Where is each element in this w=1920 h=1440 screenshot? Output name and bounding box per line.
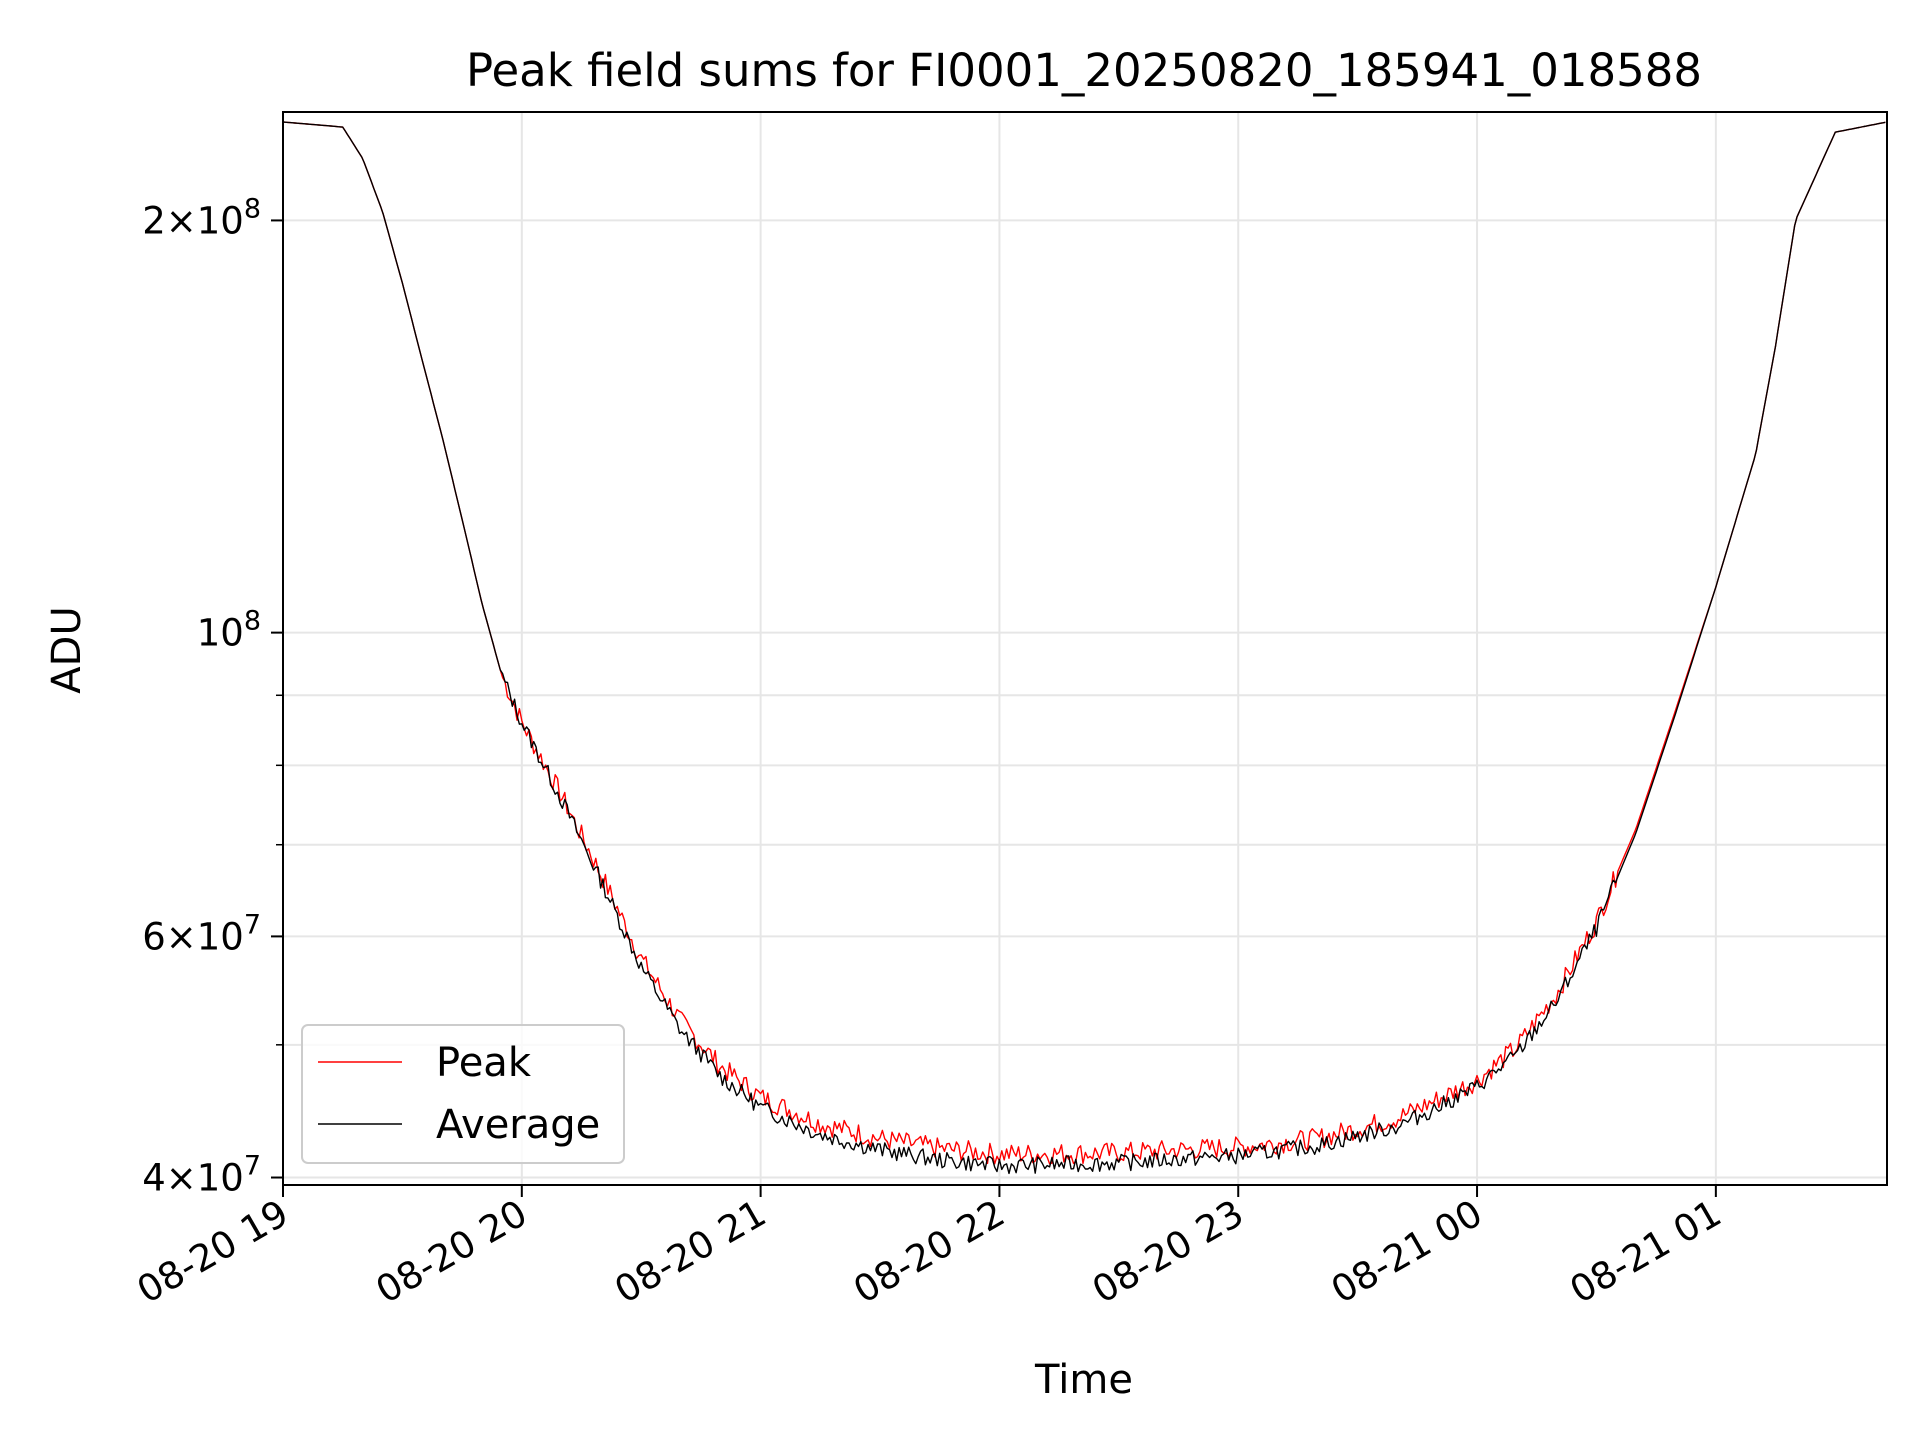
legend-label-average: Average <box>436 1102 600 1148</box>
y-axis-label: ADU <box>44 606 90 693</box>
legend-box <box>301 1024 625 1164</box>
y-tick-label: 6×107 <box>142 909 261 958</box>
x-axis-label: Time <box>1034 1357 1133 1403</box>
plot-frame <box>282 111 1888 1186</box>
grid-lines <box>282 112 1887 1185</box>
chart-title: Peak field sums for FI0001_20250820_1859… <box>466 44 1702 97</box>
series-lines <box>282 121 1886 1175</box>
legend-label-peak: Peak <box>436 1040 532 1086</box>
series-line-average <box>282 121 1886 1175</box>
y-tick-label: 4×107 <box>142 1151 261 1200</box>
y-tick-label: 2×108 <box>142 193 261 242</box>
legend: Peak Average <box>301 1024 625 1164</box>
